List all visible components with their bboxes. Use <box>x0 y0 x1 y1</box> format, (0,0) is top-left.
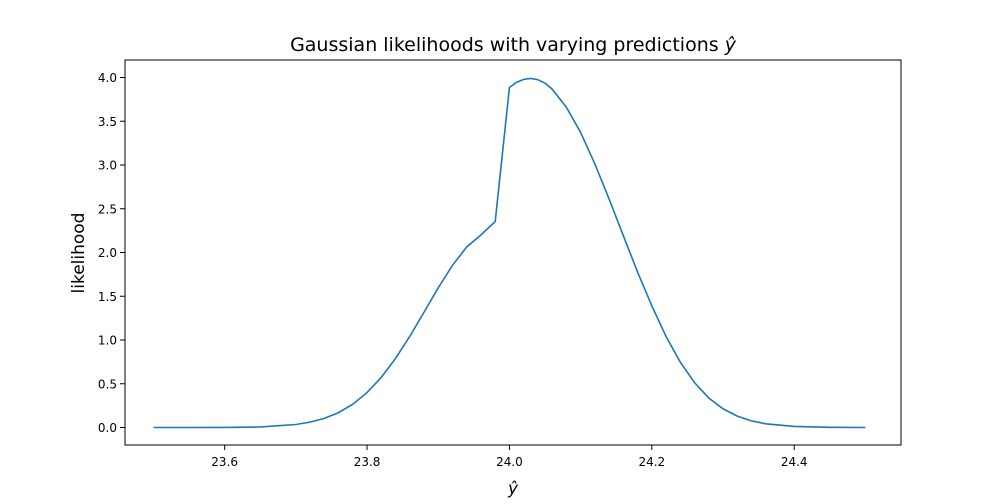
y-tick-label: 2.5 <box>98 202 117 216</box>
x-axis-label: ŷ <box>507 479 519 499</box>
y-tick-label: 0.5 <box>98 377 117 391</box>
x-tick-label: 23.6 <box>211 455 238 469</box>
likelihood-line <box>153 77 866 429</box>
plot-area <box>124 59 902 446</box>
x-tick-label: 24.0 <box>496 455 523 469</box>
x-ticks: 23.6 23.8 24.0 24.2 24.4 <box>211 445 808 469</box>
x-tick-label: 24.4 <box>781 455 808 469</box>
y-tick-label: 1.0 <box>98 334 117 348</box>
chart-title-symbol: ŷ <box>724 34 737 56</box>
y-tick-label: 3.5 <box>98 115 117 129</box>
y-axis-label: likelihood <box>69 213 89 294</box>
y-tick-label: 1.5 <box>98 290 117 304</box>
y-ticks: 0.0 0.5 1.0 1.5 2.0 2.5 3.0 3.5 4.0 <box>98 71 125 435</box>
x-tick-label: 24.2 <box>638 455 665 469</box>
y-tick-label: 3.0 <box>98 159 117 173</box>
chart-title: Gaussian likelihoods with varying predic… <box>290 34 737 56</box>
y-tick-label: 4.0 <box>98 71 117 85</box>
x-tick-label: 23.8 <box>354 455 381 469</box>
y-tick-label: 0.0 <box>98 421 117 435</box>
y-tick-label: 2.0 <box>98 246 117 260</box>
